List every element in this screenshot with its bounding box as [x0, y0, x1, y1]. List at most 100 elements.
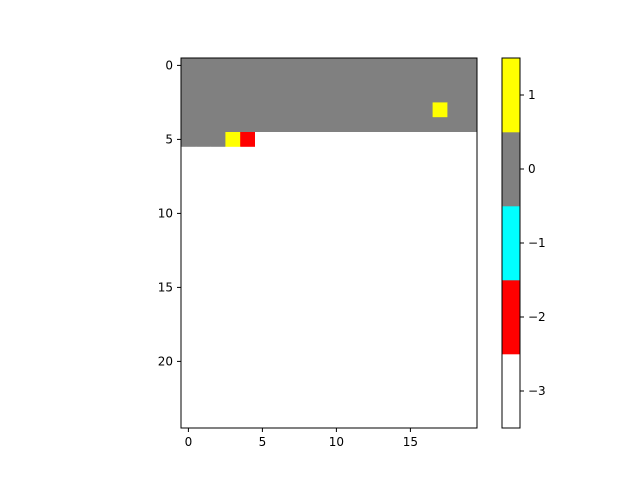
heatmap-cell: [447, 309, 463, 325]
heatmap-cell: [284, 117, 300, 133]
heatmap-cell: [417, 58, 434, 74]
heatmap-cell: [314, 294, 330, 311]
heatmap-cell: [255, 176, 271, 192]
heatmap-cell: [432, 309, 448, 325]
heatmap-cell: [255, 383, 271, 399]
heatmap-cell: [373, 265, 389, 281]
heatmap-cell: [373, 161, 389, 177]
heatmap-cell: [447, 250, 463, 266]
heatmap-cell: [403, 250, 419, 266]
heatmap-cell: [432, 413, 448, 429]
heatmap-cell: [388, 413, 404, 429]
heatmap-cell: [299, 383, 315, 399]
heatmap-cell: [284, 161, 300, 177]
heatmap-cell: [462, 265, 478, 281]
heatmap-cell: [358, 280, 374, 296]
heatmap-cell: [388, 324, 404, 340]
heatmap-cell: [447, 117, 463, 133]
heatmap-cell: [417, 383, 434, 399]
heatmap-cell: [403, 102, 419, 118]
heatmap-cell: [240, 324, 256, 340]
heatmap-cell: [447, 265, 463, 281]
heatmap-cell: [373, 354, 389, 370]
heatmap-cell: [373, 146, 389, 163]
heatmap-cell: [255, 191, 271, 207]
heatmap-cell: [269, 324, 286, 340]
heatmap-cell: [432, 368, 448, 385]
heatmap-cell: [447, 398, 463, 414]
heatmap-cell: [358, 117, 374, 133]
heatmap-cell: [388, 309, 404, 325]
heatmap-cell: [358, 72, 374, 89]
heatmap-cell: [417, 132, 434, 148]
heatmap-cell: [343, 206, 360, 222]
heatmap-cell: [314, 235, 330, 251]
heatmap-cell: [181, 398, 197, 414]
heatmap-cell: [195, 146, 212, 163]
heatmap-cell: [343, 117, 360, 133]
heatmap-cell: [417, 117, 434, 133]
heatmap-cell: [255, 102, 271, 118]
heatmap-cell: [314, 87, 330, 103]
heatmap-cell: [240, 250, 256, 266]
heatmap-cell: [255, 235, 271, 251]
heatmap-cell: [181, 294, 197, 311]
heatmap-cell: [240, 58, 256, 74]
heatmap-cell: [255, 220, 271, 237]
heatmap-cell: [269, 294, 286, 311]
heatmap-cell: [462, 280, 478, 296]
heatmap-cell: [181, 250, 197, 266]
heatmap-cell: [314, 265, 330, 281]
heatmap-cell: [358, 102, 374, 118]
heatmap-cell: [432, 146, 448, 163]
heatmap-cell: [403, 235, 419, 251]
heatmap-cell: [343, 132, 360, 148]
heatmap-cell: [373, 280, 389, 296]
heatmap-cell: [432, 354, 448, 370]
heatmap-cell: [314, 146, 330, 163]
heatmap-cell: [329, 265, 345, 281]
heatmap-cell: [358, 368, 374, 385]
heatmap-cell: [403, 265, 419, 281]
heatmap-cell: [314, 176, 330, 192]
heatmap-cell: [447, 206, 463, 222]
heatmap-cell: [299, 354, 315, 370]
heatmap-cell: [388, 176, 404, 192]
heatmap-cell: [299, 309, 315, 325]
heatmap-cell: [255, 161, 271, 177]
heatmap-cell: [195, 132, 212, 148]
heatmap-cell: [403, 58, 419, 74]
heatmap-cell: [225, 413, 241, 429]
heatmap-cell: [329, 250, 345, 266]
heatmap-cell: [225, 191, 241, 207]
y-tick-label: 5: [165, 132, 173, 146]
heatmap-cell: [373, 117, 389, 133]
heatmap-cell: [240, 354, 256, 370]
heatmap-cell: [225, 206, 241, 222]
heatmap-cell: [210, 235, 226, 251]
heatmap-cell: [195, 413, 212, 429]
heatmap-cell: [269, 265, 286, 281]
heatmap-cell: [373, 398, 389, 414]
heatmap-cell: [403, 354, 419, 370]
heatmap-cell: [403, 339, 419, 355]
heatmap-cell: [329, 339, 345, 355]
heatmap-cell: [432, 250, 448, 266]
heatmap-cell: [417, 354, 434, 370]
heatmap-cell: [343, 191, 360, 207]
heatmap-cell: [358, 176, 374, 192]
heatmap-cell: [388, 191, 404, 207]
heatmap-cell: [240, 413, 256, 429]
heatmap-cell: [447, 339, 463, 355]
heatmap-cell: [329, 161, 345, 177]
heatmap-cell: [417, 265, 434, 281]
heatmap-cell: [240, 220, 256, 237]
heatmap-cell: [343, 265, 360, 281]
heatmap-cell: [329, 413, 345, 429]
heatmap-cell: [181, 280, 197, 296]
heatmap-cell: [240, 368, 256, 385]
heatmap-cell: [388, 250, 404, 266]
heatmap-cell: [373, 339, 389, 355]
heatmap-cell: [284, 102, 300, 118]
heatmap-cell: [462, 235, 478, 251]
